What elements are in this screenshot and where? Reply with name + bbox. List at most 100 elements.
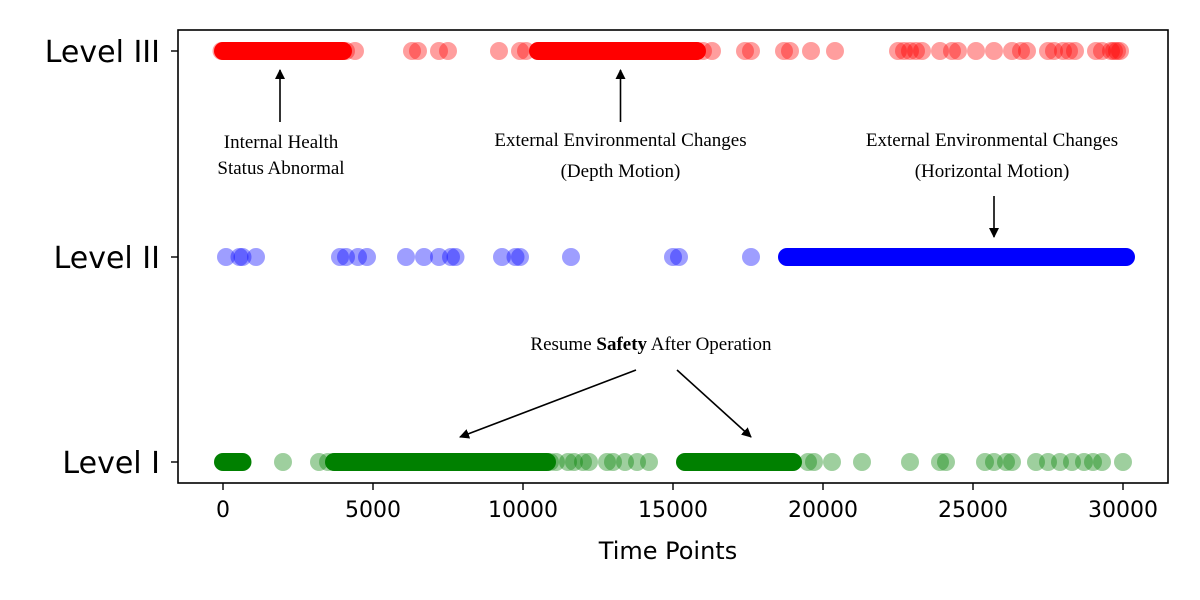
annotation-text: Internal Health	[224, 132, 339, 153]
data-point	[1111, 42, 1129, 60]
data-point	[562, 248, 580, 266]
data-point	[1084, 453, 1102, 471]
data-point	[1018, 42, 1036, 60]
data-point	[574, 453, 592, 471]
annotation-arrow	[459, 369, 637, 439]
data-point	[580, 453, 598, 471]
data-point	[337, 42, 355, 60]
data-point	[409, 42, 427, 60]
data-point	[997, 453, 1015, 471]
data-point	[430, 248, 448, 266]
data-point	[493, 248, 511, 266]
data-point	[895, 42, 913, 60]
data-point	[805, 453, 823, 471]
data-point	[337, 248, 355, 266]
data-point	[604, 453, 622, 471]
y-axis: Level I Level II Level III	[45, 35, 178, 481]
data-point	[1039, 453, 1057, 471]
x-axis: 0 5000 10000 15000 20000 25000 30000	[216, 483, 1158, 523]
data-point	[346, 42, 364, 60]
data-point	[949, 42, 967, 60]
x-tick-label: 10000	[488, 498, 558, 523]
data-point	[403, 42, 421, 60]
data-point	[1012, 42, 1030, 60]
data-point	[943, 42, 961, 60]
data-point	[215, 42, 234, 60]
data-point	[664, 248, 682, 266]
data-points	[212, 42, 1135, 471]
data-point	[247, 248, 265, 266]
data-point	[221, 42, 240, 60]
data-point	[1003, 453, 1021, 471]
data-point	[640, 453, 658, 471]
y-category-label: Level I	[62, 446, 160, 481]
data-point	[1060, 42, 1078, 60]
data-point	[1105, 42, 1123, 60]
data-point	[1039, 42, 1057, 60]
data-point	[853, 453, 871, 471]
x-tick-label: 30000	[1088, 498, 1158, 523]
data-point	[1102, 42, 1120, 60]
data-point	[511, 248, 529, 266]
data-point	[967, 42, 985, 60]
data-point	[742, 248, 760, 266]
series-level-iii	[212, 42, 1129, 60]
data-point	[781, 42, 799, 60]
annotation-text: External Environmental Changes	[494, 130, 746, 151]
data-point	[319, 453, 337, 471]
data-point	[517, 42, 535, 60]
data-point	[217, 248, 235, 266]
x-tick-label: 20000	[788, 498, 858, 523]
annotation-text: Status Abnormal	[217, 158, 344, 179]
data-point	[937, 453, 955, 471]
data-point	[802, 42, 820, 60]
data-point	[511, 42, 529, 60]
data-point	[775, 42, 793, 60]
data-point	[310, 453, 328, 471]
data-point	[1108, 42, 1126, 60]
data-point	[1003, 42, 1021, 60]
data-point	[274, 453, 292, 471]
data-point	[913, 42, 931, 60]
annotation-text: (Depth Motion)	[561, 161, 681, 182]
data-point	[931, 453, 949, 471]
data-point	[415, 248, 433, 266]
data-point	[541, 453, 559, 471]
x-tick-label: 5000	[345, 498, 401, 523]
data-point	[616, 453, 634, 471]
series-level-ii	[217, 248, 1135, 266]
data-point	[212, 42, 231, 60]
data-point	[1114, 453, 1132, 471]
data-point	[430, 42, 448, 60]
y-category-label: Level II	[54, 241, 160, 276]
data-point	[331, 248, 349, 266]
data-point	[985, 42, 1003, 60]
data-point	[1087, 42, 1105, 60]
data-point	[889, 42, 907, 60]
data-point	[490, 42, 508, 60]
data-point	[976, 453, 994, 471]
data-point	[217, 42, 236, 60]
data-point	[1045, 42, 1063, 60]
data-point	[931, 42, 949, 60]
annotation-text: Resume Safety After Operation	[530, 334, 772, 355]
data-point	[907, 42, 925, 60]
data-point	[823, 453, 841, 471]
data-point	[742, 42, 760, 60]
data-point	[670, 248, 688, 266]
data-point	[1066, 42, 1084, 60]
y-category-label: Level III	[45, 35, 160, 70]
data-point	[442, 248, 460, 266]
data-point	[1051, 453, 1069, 471]
data-point	[736, 42, 754, 60]
data-point	[565, 453, 583, 471]
data-point	[397, 248, 415, 266]
data-point	[799, 453, 817, 471]
x-tick-label: 0	[216, 498, 230, 523]
x-axis-title: Time Points	[598, 537, 737, 565]
data-point	[226, 42, 244, 60]
data-point	[826, 42, 844, 60]
data-point	[1054, 42, 1072, 60]
data-point	[694, 42, 712, 60]
